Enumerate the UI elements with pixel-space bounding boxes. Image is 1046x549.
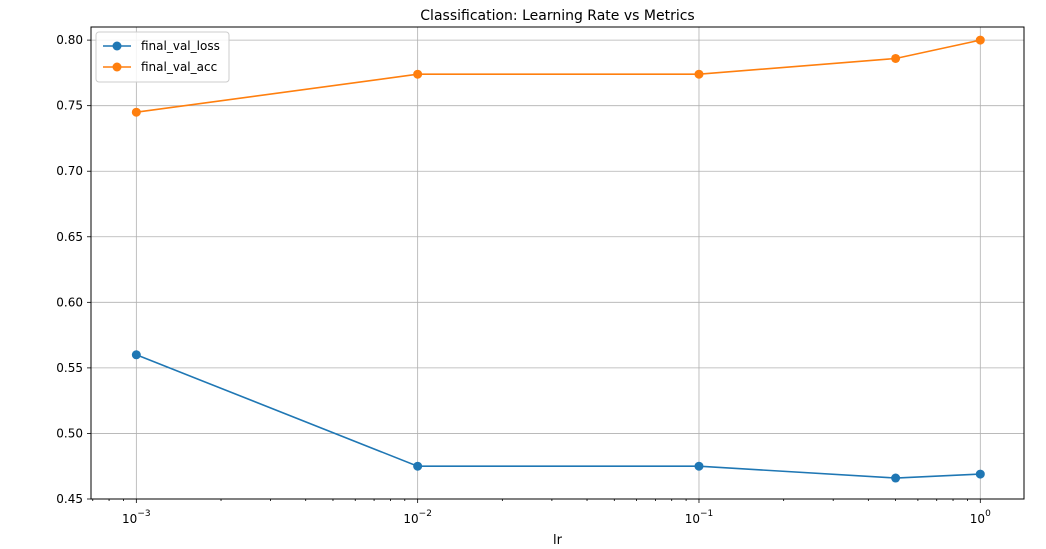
data-point <box>131 350 141 360</box>
data-point <box>891 473 901 483</box>
legend-marker <box>112 41 122 51</box>
series-line <box>136 39 981 114</box>
y-tick-label: 0.55 <box>56 361 83 375</box>
y-tick-label: 0.80 <box>56 33 83 47</box>
x-tick-label: 10−1 <box>685 509 714 526</box>
data-point <box>694 461 704 471</box>
y-tick-label: 0.50 <box>56 426 83 440</box>
y-tick-label: 0.45 <box>56 492 83 506</box>
legend-label: final_val_acc <box>141 60 217 74</box>
data-point <box>131 107 141 117</box>
y-tick-label: 0.65 <box>56 230 83 244</box>
y-tick-label: 0.75 <box>56 99 83 113</box>
y-tick-label: 0.60 <box>56 295 83 309</box>
data-point <box>975 469 985 479</box>
data-point <box>413 461 423 471</box>
x-tick-label: 100 <box>970 509 991 526</box>
series-line <box>136 354 981 479</box>
grid-lines <box>91 27 1024 500</box>
legend-item: final_val_acc <box>103 60 217 74</box>
data-point <box>413 69 423 79</box>
legend: final_val_loss final_val_acc <box>95 31 230 83</box>
legend-item: final_val_loss <box>103 39 220 53</box>
x-axis-label: lr <box>553 533 563 548</box>
data-point <box>975 35 985 45</box>
series-final_val_acc <box>131 35 985 117</box>
legend-label: final_val_loss <box>141 39 220 53</box>
data-point <box>694 69 704 79</box>
series-final_val_loss <box>131 350 985 483</box>
data-point <box>891 53 901 63</box>
x-tick-label: 10−2 <box>403 509 432 526</box>
y-axis: 0.45 0.50 0.55 0.60 0.65 0.70 0.75 0.80 <box>56 33 91 506</box>
plot-frame <box>90 26 1025 500</box>
series-layer <box>131 35 985 483</box>
legend-box <box>95 31 230 83</box>
x-tick-label: 10−3 <box>122 509 151 526</box>
legend-marker <box>112 62 122 72</box>
chart-title: Classification: Learning Rate vs Metrics <box>420 8 694 24</box>
y-tick-label: 0.70 <box>56 164 83 178</box>
x-axis: 10−3 10−2 10−1 100 <box>92 499 991 526</box>
